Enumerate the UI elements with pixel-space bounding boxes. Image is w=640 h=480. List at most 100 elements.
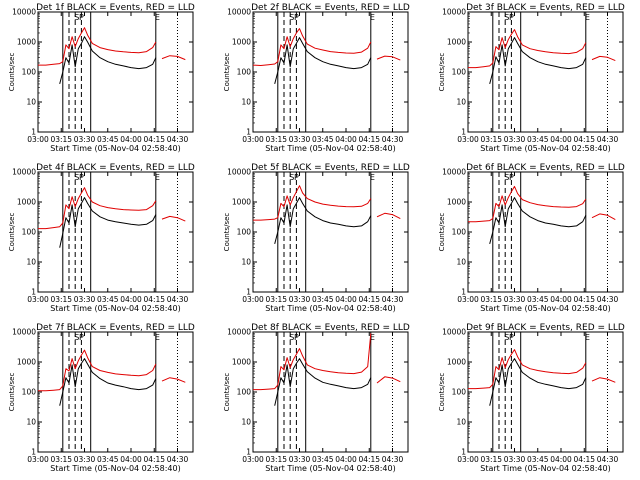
- interval-label: P: [509, 333, 514, 342]
- y-tick-label: 10: [26, 98, 36, 107]
- x-tick-label: 03:15: [265, 135, 287, 144]
- x-tick-label: 03:45: [312, 135, 334, 144]
- series-line-events: [274, 358, 372, 406]
- x-tick-label: 03:15: [480, 455, 502, 464]
- y-tick-label: 10000: [442, 8, 466, 17]
- interval-label: P: [294, 173, 299, 182]
- y-axis-label: Counts/sec: [438, 213, 446, 252]
- interval-label: S: [504, 173, 509, 182]
- y-tick-label: 1000: [232, 198, 251, 207]
- series-line-events: [489, 37, 587, 85]
- interval-label: E: [155, 173, 160, 182]
- x-tick-label: 03:45: [97, 295, 119, 304]
- x-tick-label: 04:15: [358, 455, 380, 464]
- x-tick-label: 03:00: [457, 135, 479, 144]
- interval-label: P: [509, 13, 514, 22]
- x-tick-label: 03:00: [27, 455, 49, 464]
- x-tick-label: 04:15: [143, 455, 165, 464]
- y-tick-label: 1: [461, 128, 466, 137]
- y-tick-label: 100: [452, 388, 467, 397]
- y-tick-label: 1: [31, 288, 36, 297]
- y-axis-label: Counts/sec: [223, 53, 231, 92]
- x-tick-label: 04:30: [167, 295, 189, 304]
- x-tick-label: 03:15: [480, 135, 502, 144]
- y-tick-label: 100: [22, 388, 37, 397]
- series-line-events: [59, 36, 157, 85]
- x-tick-label: 03:00: [242, 135, 264, 144]
- interval-label: P: [79, 13, 84, 22]
- x-tick-label: 03:15: [265, 455, 287, 464]
- chart-panel-7: Det 7f BLACK = Events, RED = LLD 1 10 100 10…: [8, 323, 195, 473]
- x-tick-label: 04:00: [550, 455, 572, 464]
- y-tick-label: 1: [246, 448, 251, 457]
- x-tick-label: 04:30: [382, 295, 404, 304]
- interval-label: S: [74, 173, 79, 182]
- panel-title: Det 7f BLACK = Events, RED = LLD: [36, 323, 195, 333]
- y-tick-label: 1000: [232, 38, 251, 47]
- y-tick-label: 10000: [12, 168, 36, 177]
- y-tick-label: 10000: [227, 168, 251, 177]
- chart-panel-3: Det 3f BLACK = Events, RED = LLD 1 10 100 10…: [438, 3, 625, 153]
- plot-frame: [467, 11, 624, 133]
- plot-frame: [467, 171, 624, 293]
- x-tick-label: 03:30: [74, 135, 96, 144]
- y-tick-label: 10: [456, 98, 466, 107]
- x-tick-label: 03:45: [97, 455, 119, 464]
- y-tick-label: 1000: [17, 358, 36, 367]
- x-tick-label: 03:45: [527, 295, 549, 304]
- y-tick-label: 10000: [12, 328, 36, 337]
- x-tick-label: 04:15: [358, 295, 380, 304]
- y-tick-label: 1000: [232, 358, 251, 367]
- interval-label: S: [74, 13, 79, 22]
- y-tick-label: 1: [31, 448, 36, 457]
- interval-label: S: [74, 333, 79, 342]
- x-tick-label: 03:45: [312, 295, 334, 304]
- y-tick-label: 10000: [227, 328, 251, 337]
- x-tick-label: 03:45: [527, 455, 549, 464]
- x-tick-label: 04:15: [143, 135, 165, 144]
- y-tick-label: 100: [452, 68, 467, 77]
- panel-title: Det 5f BLACK = Events, RED = LLD: [251, 163, 410, 173]
- x-tick-label: 03:30: [504, 135, 526, 144]
- series-line-lld: [468, 29, 616, 69]
- plot-frame: [37, 171, 194, 293]
- y-tick-label: 100: [237, 388, 252, 397]
- y-tick-label: 10: [241, 98, 251, 107]
- y-tick-label: 10000: [12, 8, 36, 17]
- x-tick-label: 04:00: [550, 135, 572, 144]
- series-line-lld: [38, 187, 186, 230]
- panel-title: Det 2f BLACK = Events, RED = LLD: [251, 3, 410, 13]
- x-tick-label: 04:30: [382, 135, 404, 144]
- y-tick-label: 10: [26, 418, 36, 427]
- x-tick-label: 03:00: [242, 455, 264, 464]
- x-tick-label: 03:45: [527, 135, 549, 144]
- y-tick-label: 1: [461, 448, 466, 457]
- y-axis-label: Counts/sec: [8, 53, 16, 92]
- interval-label: E: [370, 333, 375, 342]
- series-line-events: [59, 358, 157, 406]
- chart-panel-2: Det 2f BLACK = Events, RED = LLD 1 10 100 10…: [223, 3, 410, 153]
- y-tick-label: 1000: [17, 38, 36, 47]
- y-tick-label: 10: [456, 258, 466, 267]
- y-tick-label: 10000: [442, 168, 466, 177]
- series-line-lld: [38, 27, 186, 66]
- x-axis-label: Start Time (05-Nov-04 02:58:40): [265, 464, 395, 473]
- x-tick-label: 04:00: [335, 135, 357, 144]
- chart-panel-1: Det 1f BLACK = Events, RED = LLD 1 10 100 10…: [8, 3, 195, 153]
- panel-title: Det 3f BLACK = Events, RED = LLD: [466, 3, 625, 13]
- series-line-lld: [253, 185, 401, 221]
- y-axis-label: Counts/sec: [438, 373, 446, 412]
- y-tick-label: 100: [22, 228, 37, 237]
- x-tick-label: 04:30: [167, 135, 189, 144]
- panel-title: Det 1f BLACK = Events, RED = LLD: [36, 3, 195, 13]
- panel-title: Det 6f BLACK = Events, RED = LLD: [466, 163, 625, 173]
- chart-panel-6: Det 6f BLACK = Events, RED = LLD 1 10 100 10…: [438, 163, 625, 313]
- chart-panel-9: Det 9f BLACK = Events, RED = LLD 1 10 100 10…: [438, 323, 625, 473]
- x-axis-label: Start Time (05-Nov-04 02:58:40): [265, 144, 395, 153]
- y-tick-label: 100: [237, 68, 252, 77]
- interval-label: S: [289, 333, 294, 342]
- y-axis-label: Counts/sec: [8, 213, 16, 252]
- x-axis-label: Start Time (05-Nov-04 02:58:40): [480, 464, 610, 473]
- interval-label: E: [585, 173, 590, 182]
- interval-label: E: [585, 333, 590, 342]
